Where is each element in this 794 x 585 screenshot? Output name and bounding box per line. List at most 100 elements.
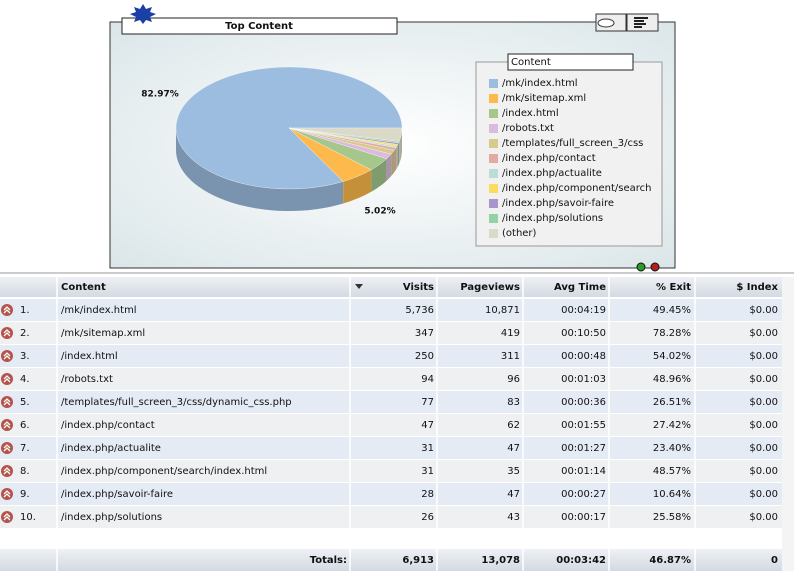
- table-cell: $0.00: [749, 443, 778, 454]
- table-cell[interactable]: /robots.txt: [61, 374, 113, 385]
- table-cell[interactable]: /index.html: [61, 351, 118, 362]
- totals-cell: 46.87%: [649, 555, 691, 566]
- status-dot[interactable]: [650, 262, 660, 272]
- table-cell: 31: [421, 443, 434, 454]
- table-cell: 347: [415, 328, 434, 339]
- legend-label: /index.php/actualite: [502, 168, 602, 179]
- table-cell: 47: [507, 443, 520, 454]
- table-cell: $0.00: [749, 489, 778, 500]
- table-row: [0, 299, 782, 321]
- table-cell: 7.: [20, 443, 30, 454]
- table-cell: 311: [501, 351, 520, 362]
- pie-side: [343, 169, 372, 204]
- table-cell: 9.: [20, 489, 30, 500]
- table-cell[interactable]: /mk/sitemap.xml: [61, 328, 145, 339]
- row-icon-chevron: [3, 352, 11, 360]
- table-cell: 1.: [20, 305, 30, 316]
- legend-title-box: [507, 53, 634, 71]
- table-cell: $0.00: [749, 512, 778, 523]
- table-cell[interactable]: /templates/full_screen_3/css/dynamic_css…: [61, 397, 292, 408]
- pie-slice: [288, 127, 403, 142]
- legend-swatch: [489, 199, 498, 208]
- pie-side: [398, 141, 400, 165]
- status-dot[interactable]: [636, 262, 646, 272]
- table-cell: $0.00: [749, 328, 778, 339]
- pie-side-shade: [343, 169, 372, 204]
- column-header[interactable]: $ Index: [736, 282, 778, 293]
- badge: [130, 4, 156, 24]
- totals-cell: 00:03:42: [556, 555, 606, 566]
- table-cell: 00:04:19: [561, 305, 606, 316]
- pie-side: [176, 128, 344, 212]
- legend-label: (other): [502, 228, 537, 239]
- table-cell: 00:10:50: [561, 328, 606, 339]
- legend-label: /templates/full_screen_3/css: [502, 138, 643, 149]
- table-cell[interactable]: /index.php/actualite: [61, 443, 161, 454]
- pie-side: [395, 146, 397, 170]
- table-cell: 62: [507, 420, 520, 431]
- table-cell: 47: [507, 489, 520, 500]
- row-icon-chevron: [3, 375, 11, 383]
- table-cell: 00:00:48: [561, 351, 606, 362]
- row-icon-chevron: [3, 467, 11, 475]
- table-cell: 78.28%: [653, 328, 691, 339]
- legend-swatch: [489, 169, 498, 178]
- table-cell: 2.: [20, 328, 30, 339]
- column-header[interactable]: % Exit: [656, 282, 691, 293]
- pie-label: 5.02%: [364, 207, 395, 217]
- legend-swatch: [489, 109, 498, 118]
- row-icon-chevron: [3, 306, 11, 314]
- legend-swatch: [489, 94, 498, 103]
- panel-title: Top Content: [225, 21, 293, 32]
- table-cell: 96: [507, 374, 520, 385]
- row-icon-chevron: [3, 490, 11, 498]
- table-row: [0, 322, 782, 344]
- table-cell: 48.96%: [653, 374, 691, 385]
- panel-title-box: [121, 17, 398, 35]
- table-cell[interactable]: /index.php/savoir-faire: [61, 489, 173, 500]
- sort-arrow[interactable]: [355, 284, 363, 289]
- table-cell: 54.02%: [653, 351, 691, 362]
- table-cell[interactable]: /mk/index.html: [61, 305, 137, 316]
- legend-label: /index.php/solutions: [502, 213, 603, 224]
- table-cell: 00:00:27: [561, 489, 606, 500]
- table-row: [0, 414, 782, 436]
- pie-side-shade: [371, 158, 387, 192]
- table-cell: $0.00: [749, 305, 778, 316]
- table-cell: 250: [415, 351, 434, 362]
- legend-box: [475, 61, 663, 247]
- column-header[interactable]: Content: [61, 282, 106, 293]
- column-header[interactable]: Avg Time: [554, 282, 606, 293]
- table-cell: 43: [507, 512, 520, 523]
- table-cell: 47: [421, 420, 434, 431]
- row-icon-chevron: [3, 398, 11, 406]
- table-row: [0, 437, 782, 459]
- table-cell: 8.: [20, 466, 30, 477]
- pie-side: [391, 150, 395, 177]
- row-icon-chevron: [3, 329, 11, 337]
- table-cell: 5.: [20, 397, 30, 408]
- legend-swatch: [489, 154, 498, 163]
- table-view-button[interactable]: [626, 13, 659, 32]
- table-row: [0, 368, 782, 390]
- legend-label: /robots.txt: [502, 123, 554, 134]
- table-cell[interactable]: /index.php/solutions: [61, 512, 162, 523]
- pie-side-shade: [386, 154, 392, 181]
- pie-label: 82.97%: [141, 90, 179, 100]
- table-cell: 10.64%: [653, 489, 691, 500]
- scrollbar: [782, 277, 794, 571]
- legend-label: /index.php/component/search: [502, 183, 651, 194]
- legend-swatch: [489, 139, 498, 148]
- table-cell[interactable]: /index.php/component/search/index.html: [61, 466, 267, 477]
- table-cell: 10.: [20, 512, 36, 523]
- legend-label: /index.php/contact: [502, 153, 596, 164]
- table-cell: 3.: [20, 351, 30, 362]
- legend-swatch: [489, 214, 498, 223]
- column-header[interactable]: Pageviews: [460, 282, 520, 293]
- table-cell[interactable]: /index.php/contact: [61, 420, 155, 431]
- table-cell: 00:01:14: [561, 466, 606, 477]
- totals-label: Totals:: [310, 555, 347, 566]
- column-header[interactable]: Visits: [403, 282, 434, 293]
- table-cell: 00:00:36: [561, 397, 606, 408]
- legend-swatch: [489, 79, 498, 88]
